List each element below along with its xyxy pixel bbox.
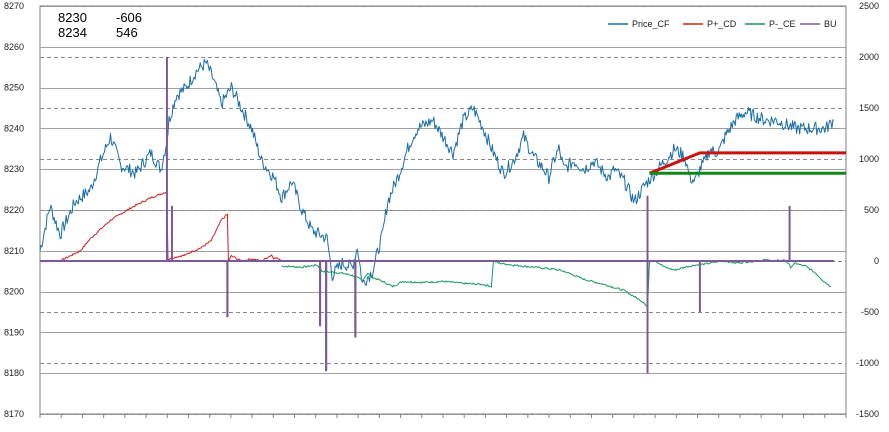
right-tick-label: 500 bbox=[864, 205, 879, 215]
series-pricecf-line bbox=[39, 59, 835, 286]
legend: Price_CF P+_CD P-_CE BU bbox=[608, 19, 837, 29]
left-tick-label: 8220 bbox=[4, 205, 24, 215]
info-row-1-a: 8230 bbox=[58, 10, 87, 25]
left-tick-label: 8170 bbox=[4, 409, 24, 419]
left-axis-ticks: 8170 8180 8190 8200 8210 8220 8230 8240 8250 8260… bbox=[4, 1, 24, 419]
left-tick-label: 8250 bbox=[4, 83, 24, 93]
left-tick-label: 8190 bbox=[4, 327, 24, 337]
left-tick-label: 8180 bbox=[4, 368, 24, 378]
series-levelred-line bbox=[648, 151, 846, 175]
x-axis bbox=[39, 414, 847, 418]
left-tick-label: 8270 bbox=[4, 1, 24, 11]
left-tick-label: 8240 bbox=[4, 123, 24, 133]
left-tick-label: 8200 bbox=[4, 287, 24, 297]
right-tick-label: -1000 bbox=[856, 358, 879, 368]
left-tick-label: 8210 bbox=[4, 246, 24, 256]
right-tick-label: 2000 bbox=[859, 52, 879, 62]
legend-label: BU bbox=[824, 19, 837, 29]
series-pce-line bbox=[281, 258, 831, 309]
left-tick-label: 8260 bbox=[4, 42, 24, 52]
right-tick-label: 1500 bbox=[859, 103, 879, 113]
right-tick-label: 1000 bbox=[859, 154, 879, 164]
right-tick-label: -1500 bbox=[856, 409, 879, 419]
right-tick-label: 2500 bbox=[859, 1, 879, 11]
series-layer bbox=[39, 57, 846, 374]
info-box: 8230 -606 8234 546 bbox=[58, 10, 142, 40]
info-row-2-b: 546 bbox=[116, 25, 138, 40]
left-tick-label: 8230 bbox=[4, 164, 24, 174]
info-row-1-b: -606 bbox=[116, 10, 142, 25]
info-row-2-a: 8234 bbox=[58, 25, 87, 40]
legend-label: P+_CD bbox=[707, 19, 737, 29]
legend-label: P-_CE bbox=[769, 19, 796, 29]
legend-label: Price_CF bbox=[632, 19, 670, 29]
right-tick-label: 0 bbox=[874, 256, 879, 266]
right-axis-ticks: -1500 -1000 -500 0 500 1000 1500 2000 2500 bbox=[856, 1, 879, 419]
right-tick-label: -500 bbox=[861, 307, 879, 317]
